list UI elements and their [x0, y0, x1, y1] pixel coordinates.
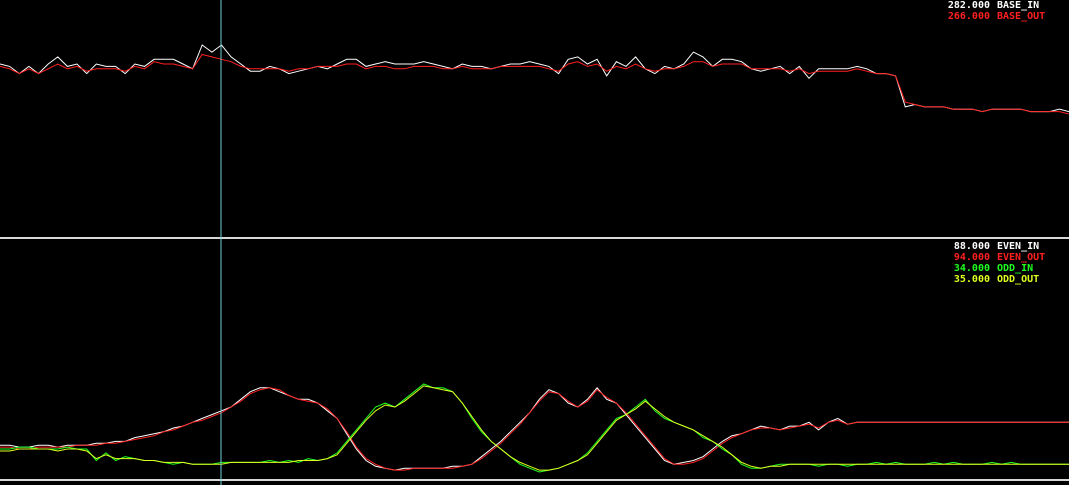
lower-legend: 88.000 EVEN_IN 94.000 EVEN_OUT 34.000 OD… [954, 241, 1045, 285]
legend-entry-odd-in: 34.000 ODD_IN [954, 263, 1033, 274]
series-line-odd-out [0, 385, 1069, 471]
lower-series-group [0, 383, 1069, 473]
odd-out-label: ODD_OUT [997, 274, 1039, 285]
even-out-value: 94.000 [954, 252, 990, 263]
even-out-label: EVEN_OUT [997, 252, 1045, 263]
series-line-even-in [0, 387, 1069, 471]
even-in-label: EVEN_IN [997, 241, 1039, 252]
odd-out-value: 35.000 [954, 274, 990, 285]
legend-entry-even-in: 88.000 EVEN_IN [954, 241, 1039, 252]
legend-entry-base-in: 282.000 BASE_IN [948, 0, 1039, 11]
odd-in-label: ODD_IN [997, 263, 1033, 274]
base-out-value: 266.000 [948, 11, 990, 22]
legend-entry-odd-out: 35.000 ODD_OUT [954, 274, 1039, 285]
base-in-value: 282.000 [948, 0, 990, 11]
base-out-label: BASE_OUT [997, 11, 1045, 22]
odd-in-value: 34.000 [954, 263, 990, 274]
lower-panel: 88.000 EVEN_IN 94.000 EVEN_OUT 34.000 OD… [0, 241, 1069, 473]
series-line-base-out [0, 53, 1069, 115]
upper-panel: 282.000 BASE_IN 266.000 BASE_OUT [0, 0, 1069, 115]
series-line-odd-in [0, 383, 1069, 473]
upper-series-group [0, 44, 1069, 115]
legend-entry-even-out: 94.000 EVEN_OUT [954, 252, 1045, 263]
legend-entry-base-out: 266.000 BASE_OUT [948, 11, 1045, 22]
upper-legend: 282.000 BASE_IN 266.000 BASE_OUT [948, 0, 1045, 22]
series-line-base-in [0, 44, 1069, 113]
series-line-even-out [0, 387, 1069, 471]
base-in-label: BASE_IN [997, 0, 1039, 11]
even-in-value: 88.000 [954, 241, 990, 252]
